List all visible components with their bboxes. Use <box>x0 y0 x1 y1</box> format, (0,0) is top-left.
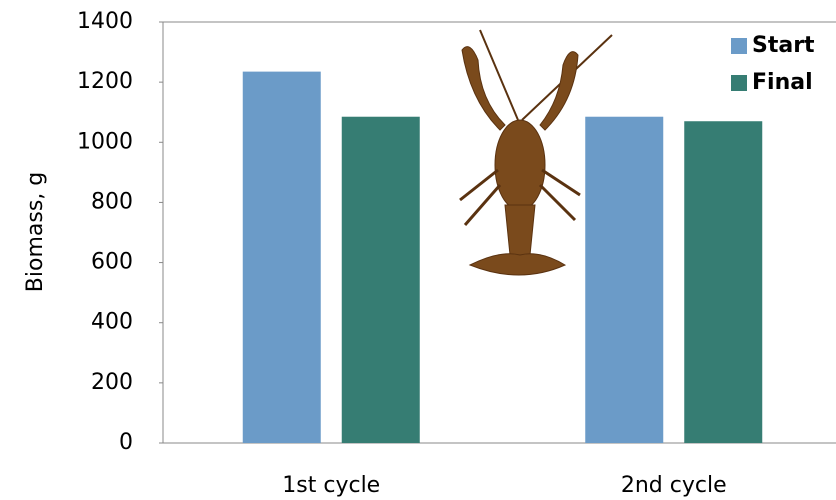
y-tick-label: 600 <box>91 250 133 275</box>
x-tick-label: 1st cycle <box>282 473 380 498</box>
legend-label: Start <box>752 33 815 58</box>
y-tick-label: 1200 <box>77 69 133 94</box>
x-tick-label: 2nd cycle <box>621 473 727 498</box>
y-axis-label: Biomass, g <box>23 172 48 292</box>
y-tick-label: 1000 <box>77 129 133 154</box>
y-tick-label: 0 <box>119 430 133 455</box>
chart: Biomass, g 0 200 400 600 800 1000 1200 1400 1st … <box>0 0 836 500</box>
legend-swatch <box>731 75 747 91</box>
y-tick-label: 200 <box>91 370 133 395</box>
legend-label: Final <box>752 70 813 95</box>
bar <box>243 72 321 443</box>
y-tick-label: 400 <box>91 310 133 335</box>
legend-swatch <box>731 38 747 54</box>
y-tick-label: 800 <box>91 189 133 214</box>
y-tick-label: 1400 <box>77 9 133 34</box>
bar <box>342 117 420 443</box>
bar <box>684 121 762 443</box>
bar <box>585 117 663 443</box>
